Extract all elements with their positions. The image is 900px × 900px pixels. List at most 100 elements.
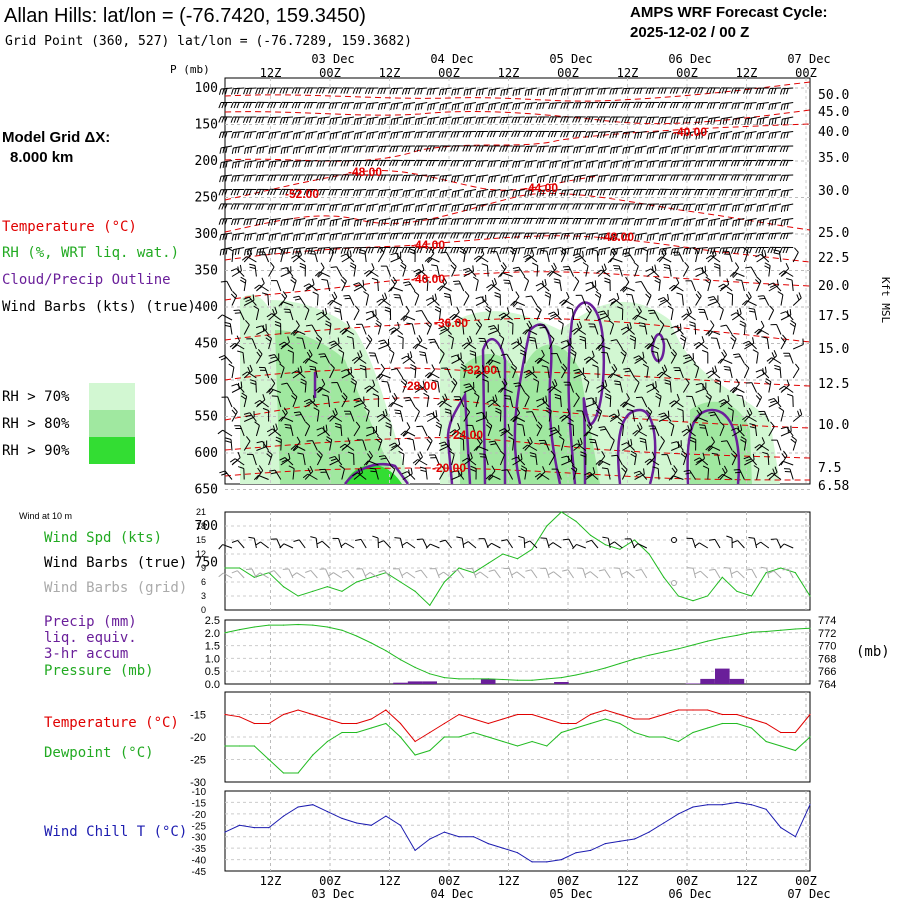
xs-wind-barb-flag: [746, 87, 750, 94]
xs-wind-barb-flag: [657, 117, 661, 124]
xs-wind-barb-flag: [309, 102, 313, 109]
xs-wind-barb: [633, 101, 647, 109]
xs-wind-barb-flag: [697, 87, 701, 94]
xs-wind-barb-flag: [390, 119, 393, 126]
xs-wind-barb-flag: [282, 102, 286, 109]
xs-wind-barb-flag: [356, 118, 359, 125]
xs-wind-barb-flag: [529, 116, 533, 123]
xs-wind-barb-flag: [414, 104, 417, 111]
xs-wind-barb-shaft: [609, 395, 612, 408]
xs-wind-barb-flag: [588, 88, 591, 95]
xs-wind-barb-flag: [332, 118, 335, 125]
xs-wind-barb-flag: [505, 117, 509, 124]
xs-wind-barb-flag: [233, 102, 237, 109]
xs-wind-barb: [511, 116, 525, 124]
xs-wind-barb-flag: [599, 102, 603, 109]
xs-wind-barb-flag: [341, 133, 344, 140]
xs-wind-barb-flag: [627, 116, 631, 123]
xs-wind-barb-flag: [233, 116, 237, 123]
xs-wind-barb-flag: [670, 117, 673, 124]
xs-wind-barb: [218, 131, 233, 139]
xs-wind-barb-flag: [770, 88, 774, 95]
xs-wind-barb-flag: [759, 297, 766, 300]
xs-wind-barb-flag: [550, 116, 554, 123]
xs-wind-barb: [620, 101, 635, 109]
xs-wind-barb-flag: [681, 87, 686, 94]
xs-wind-barb: [682, 102, 696, 109]
cross-section-panel: -40.00-48.00-52.00 -44.00-48.00-44.00-40.…: [217, 77, 811, 563]
xs-wind-barb: [365, 131, 379, 140]
xs-wind-barb-flag: [346, 87, 350, 94]
xs-wind-barb: [731, 102, 745, 110]
xs-wind-barb: [267, 87, 281, 94]
xs-wind-barb-flag: [384, 117, 387, 124]
xs-wind-barb-flag: [279, 87, 283, 94]
xs-wind-barb-flag: [246, 88, 249, 95]
xs-wind-barb-flag: [439, 104, 442, 111]
xs-wind-barb: [438, 87, 452, 96]
xs-wind-barb-flag: [383, 132, 387, 139]
xs-wind-barb-flag: [261, 132, 265, 139]
xs-wind-barb-flag: [255, 88, 259, 95]
xs-wind-barb: [756, 116, 769, 126]
xs-wind-barb-flag: [438, 118, 442, 125]
xs-wind-barb-flag: [636, 117, 640, 124]
xs-wind-barb-flag: [736, 87, 740, 94]
xs-wind-barb-flag: [475, 104, 478, 111]
xs-wind-barb: [547, 116, 562, 123]
xs-wind-barb: [377, 87, 391, 95]
xs-wind-barb-flag: [390, 132, 393, 139]
xs-wind-barb: [218, 101, 233, 109]
xs-wind-barb-flag: [221, 203, 225, 210]
xs-wind-barb-flag: [611, 102, 615, 109]
xs-wind-barb: [230, 116, 245, 123]
xs-wind-barb-flag: [319, 102, 323, 109]
xs-wind-barb-flag: [511, 117, 515, 124]
legend-rh80-swatch: [89, 410, 135, 437]
xs-wind-barb-flag: [371, 102, 374, 110]
xs-wind-barb-flag: [502, 117, 506, 124]
xs-wind-barb-flag: [341, 118, 344, 125]
xs-wind-barb-flag: [340, 103, 344, 110]
xs-wind-barb-flag: [359, 102, 362, 109]
xs-wind-barb-flag: [353, 118, 356, 125]
xs-wind-barb: [731, 116, 745, 125]
xs-wind-barb: [353, 102, 367, 110]
xs-wind-barb-flag: [318, 87, 323, 94]
xs-wind-barb-flag: [565, 116, 570, 123]
xs-wind-barb-flag: [370, 87, 374, 94]
xs-wind-barb-flag: [579, 88, 582, 95]
xs-wind-barb-flag: [367, 87, 371, 94]
xs-wind-barb: [585, 87, 599, 96]
xs-wind-barb-flag: [236, 102, 240, 109]
xs-wind-barb-flag: [709, 87, 713, 94]
xs-wind-barb-flag: [343, 87, 347, 94]
legend-rh90: RH > 90%: [2, 443, 70, 459]
xs-wind-barb-flag: [297, 102, 301, 109]
xs-wind-barb: [707, 116, 721, 125]
xs-wind-barb-flag: [267, 102, 271, 109]
legend-rh70: RH > 70%: [2, 389, 70, 405]
cloud-outline-2: [481, 337, 507, 485]
xs-wind-barb-flag: [322, 117, 326, 124]
xs-wind-barb-shaft: [255, 381, 257, 393]
xs-wind-barb: [292, 116, 306, 124]
xs-wind-barb-flag: [548, 89, 552, 96]
xs-wind-barb-flag: [602, 116, 606, 123]
xs-wind-barb-flag: [783, 118, 786, 125]
xs-wind-barb-flag: [417, 118, 420, 125]
xs-wind-barb-flag: [673, 117, 676, 124]
xs-wind-barb-flag: [344, 118, 347, 125]
xs-wind-barb: [353, 131, 367, 140]
xs-wind-barb-flag: [358, 87, 362, 94]
xs-wind-barb-flag: [218, 116, 222, 123]
xs-wind-barb-flag: [478, 89, 481, 96]
xs-wind-barb: [305, 131, 318, 140]
xs-wind-barb-flag: [651, 117, 655, 124]
xs-wind-barb-flag: [308, 250, 315, 252]
legend-rh90-swatch: [89, 437, 135, 464]
xs-wind-barb: [315, 87, 330, 94]
xs-wind-barb: [681, 87, 696, 94]
rh80-area-2: [460, 344, 600, 484]
xs-wind-barb: [463, 87, 477, 96]
